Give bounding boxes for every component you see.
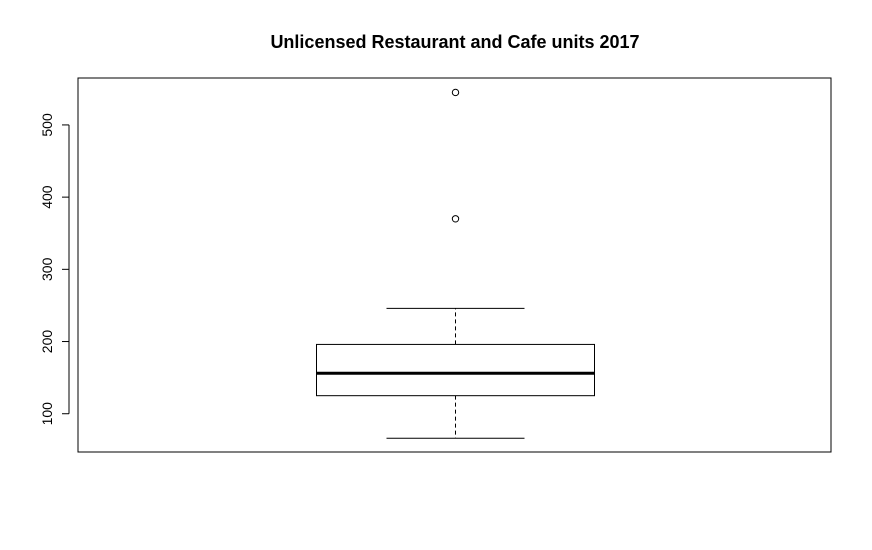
y-tick-label: 200 xyxy=(39,330,55,354)
y-tick-label: 300 xyxy=(39,257,55,281)
y-tick-label: 500 xyxy=(39,113,55,137)
plot-frame xyxy=(77,77,832,453)
chart-title: Unlicensed Restaurant and Cafe units 201… xyxy=(270,32,639,52)
outlier-point xyxy=(451,88,460,97)
y-tick-label: 100 xyxy=(39,402,55,426)
iqr-box xyxy=(316,343,595,397)
box-plot xyxy=(316,88,595,439)
outlier-point xyxy=(451,215,460,223)
y-axis: 100 200 300 400 500 xyxy=(39,113,70,426)
y-tick-label: 400 xyxy=(39,185,55,209)
